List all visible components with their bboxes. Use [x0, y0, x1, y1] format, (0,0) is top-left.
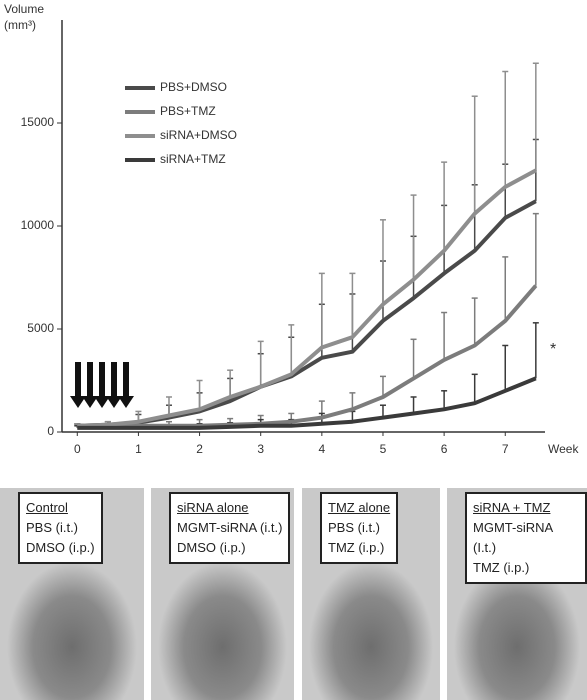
page: Volume (mm³) Week * 0 5000 10000 15000 0 1 2 3 4… [0, 0, 587, 700]
legend-label: siRNA+TMZ [160, 152, 226, 166]
panel-title: siRNA alone [177, 498, 282, 518]
x-tick-label: 2 [196, 442, 203, 456]
error-bar [502, 345, 508, 390]
x-tick-label: 0 [74, 442, 81, 456]
y-axis-unit: (mm³) [4, 18, 36, 32]
error-bar [197, 381, 203, 410]
error-bar [258, 341, 264, 386]
error-bar [288, 325, 294, 374]
error-bar [533, 63, 539, 170]
panel-line: DMSO (i.p.) [177, 538, 282, 558]
error-bar [411, 397, 417, 413]
x-tick-label: 3 [257, 442, 264, 456]
series-line [77, 170, 536, 425]
panel-title: siRNA + TMZ [473, 498, 579, 518]
y-tick-label: 15000 [21, 115, 55, 129]
legend-label: PBS+DMSO [160, 80, 227, 94]
error-bar [472, 96, 478, 213]
series-line [77, 201, 536, 425]
error-bar [380, 220, 386, 304]
panel-line: MGMT-siRNA (i.t.) [177, 518, 282, 538]
x-tick-label: 5 [380, 442, 387, 456]
error-bar [411, 195, 417, 279]
error-bar [441, 313, 447, 360]
panel-title: Control [26, 498, 95, 518]
y-tick-label: 10000 [21, 218, 55, 232]
error-bar [533, 323, 539, 379]
panel-title: TMZ alone [328, 498, 390, 518]
panel-line: PBS (i.t.) [26, 518, 95, 538]
error-bar [319, 273, 325, 347]
x-axis-label: Week [548, 442, 579, 456]
error-bar [472, 374, 478, 403]
error-bar [502, 257, 508, 321]
error-bar [441, 391, 447, 410]
x-tick-label: 4 [318, 442, 325, 456]
error-bar [166, 397, 172, 416]
x-tick-label: 7 [502, 442, 509, 456]
error-bar [227, 370, 233, 397]
error-bar [502, 72, 508, 187]
error-bar [472, 298, 478, 345]
panel-line: MGMT-siRNA (I.t.) [473, 518, 579, 558]
y-tick-label: 5000 [27, 321, 54, 335]
chart: Volume (mm³) Week * 0 5000 10000 15000 0 1 2 3 4… [0, 0, 587, 470]
panel-line: TMZ (i.p.) [473, 558, 579, 578]
y-axis-label: Volume [4, 2, 44, 16]
error-bar [441, 162, 447, 251]
panel-line: PBS (i.t.) [328, 518, 390, 538]
error-bar [349, 273, 355, 337]
legend-label: PBS+TMZ [160, 104, 216, 118]
x-tick-label: 1 [135, 442, 142, 456]
panel-line: DMSO (i.p.) [26, 538, 95, 558]
x-tick-label: 6 [441, 442, 448, 456]
y-tick-label: 0 [47, 424, 54, 438]
legend-label: siRNA+DMSO [160, 128, 237, 142]
error-bar [411, 339, 417, 378]
panel-line: TMZ (i.p.) [328, 538, 390, 558]
annotation: * [550, 341, 556, 358]
arrows [70, 362, 134, 408]
error-bar [533, 214, 539, 286]
